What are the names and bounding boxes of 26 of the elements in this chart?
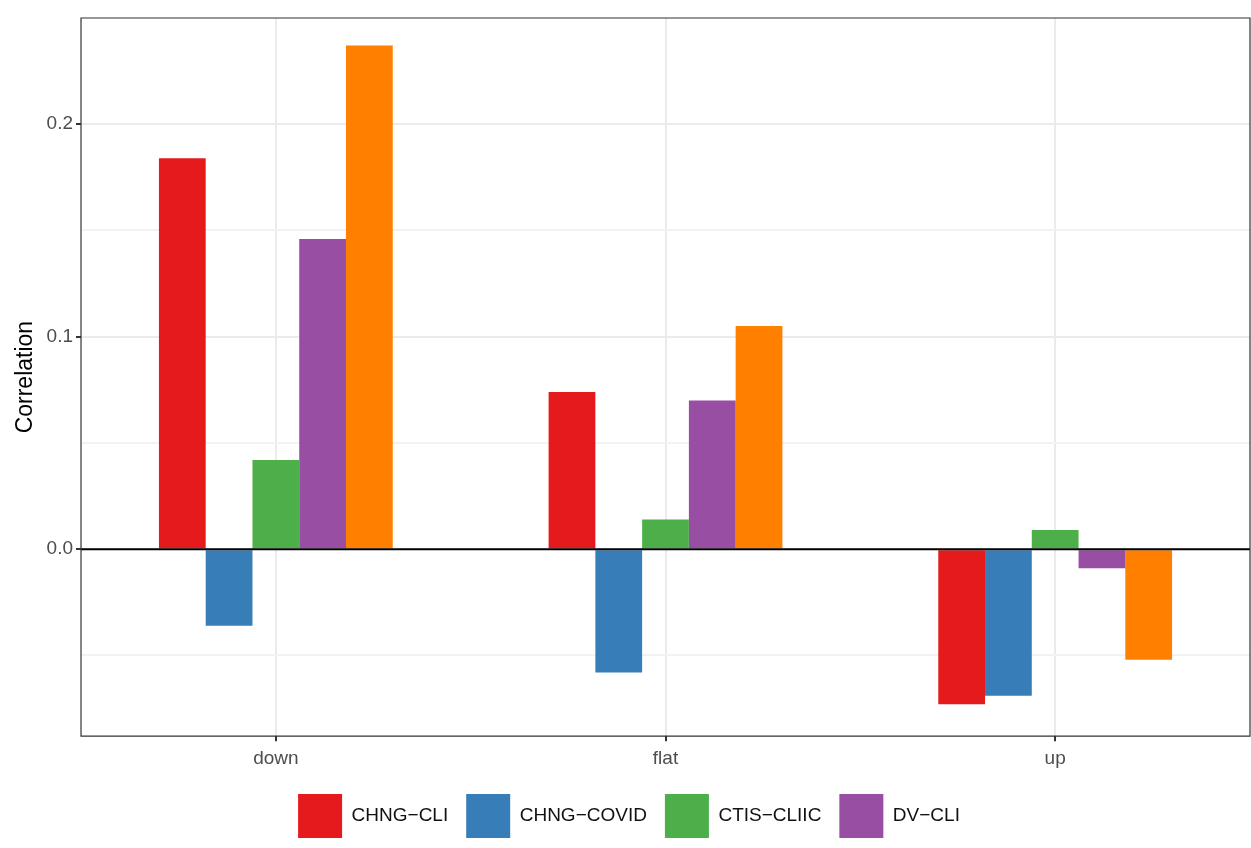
- y-axis-title: Correlation: [11, 320, 38, 434]
- bar: [1078, 550, 1126, 569]
- bar: [735, 326, 783, 549]
- legend-label: CTIS−CLIIC: [718, 804, 822, 826]
- y-tick-label: 0.0: [46, 537, 74, 559]
- bar: [595, 550, 643, 673]
- bar: [548, 391, 596, 549]
- bar: [688, 400, 736, 549]
- bar: [1125, 550, 1173, 660]
- bar: [1031, 530, 1079, 549]
- legend-label: CHNG−CLI: [351, 804, 449, 826]
- x-tick-label: up: [1044, 746, 1066, 768]
- x-tick-label: down: [253, 746, 299, 768]
- y-tick-label: 0.1: [46, 324, 74, 346]
- bar: [252, 459, 300, 549]
- bar: [985, 550, 1032, 696]
- bar: [345, 45, 393, 549]
- legend-label: DV−CLI: [892, 804, 960, 826]
- bar: [205, 550, 253, 626]
- legend-label: CHNG−COVID: [519, 804, 647, 826]
- x-tick-label: flat: [652, 746, 679, 768]
- bar: [299, 238, 346, 549]
- bar: [642, 519, 689, 549]
- bar: [158, 158, 206, 549]
- y-tick-label: 0.2: [46, 112, 74, 134]
- bar: [938, 550, 986, 705]
